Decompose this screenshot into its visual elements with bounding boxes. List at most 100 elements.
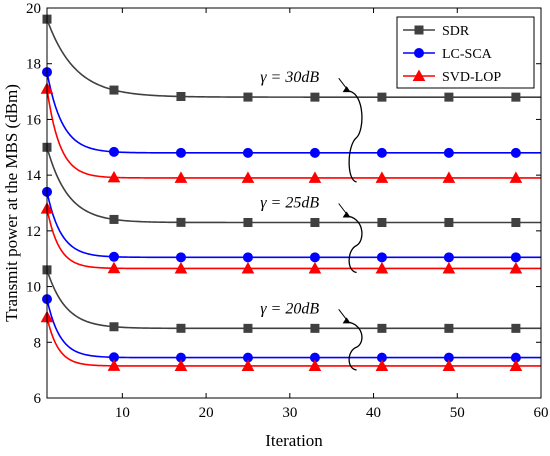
series-line-sdr [46,269,541,330]
data-point-sdr [176,92,186,102]
data-point-sdr [444,323,454,333]
gamma-annotation: γ = 20dB [260,300,319,317]
data-point-lc-sca [443,252,454,263]
data-point-lc-sca [108,251,119,262]
data-point-svd-lop [442,171,456,183]
data-point-lc-sca [376,252,387,263]
data-point-svd-lop [241,359,255,371]
x-axis-title: Iteration [265,431,323,450]
annotation-bracket [348,90,363,183]
data-point-sdr [243,323,253,333]
legend: SDR LC-SCA SVD-LOP [396,16,535,89]
series-line-sdr [46,18,541,98]
series-line-sdr [46,147,541,224]
data-point-svd-lop [442,261,456,274]
x-axis: 10 20 30 40 50 60 [115,8,549,421]
data-point-lc-sca [309,252,320,263]
annotation-bracket [348,321,363,371]
y-tick-label: 10 [26,280,41,296]
data-point-svd-lop [308,359,322,371]
data-point-svd-lop [509,171,523,183]
gamma-annotation: γ = 30dB [260,69,319,86]
data-point-svd-lop [375,261,389,274]
data-point-lc-sca [510,252,521,263]
data-point-svd-lop [442,359,456,371]
legend-item-svd-lop: SVD-LOP [403,69,501,85]
y-axis: 6 8 10 12 14 16 18 20 [26,1,541,407]
data-point-svd-lop [375,171,389,183]
series-line-svd-lop [46,88,541,179]
data-point-svd-lop [241,171,255,183]
data-point-svd-lop [174,261,188,274]
data-point-sdr [109,322,119,332]
data-point-lc-sca [443,147,454,158]
legend-marker [412,69,426,81]
annotation-bracket [348,215,363,274]
data-point-sdr [511,218,521,227]
data-point-sdr [243,217,253,227]
y-tick-label: 8 [34,335,42,351]
data-point-svd-lop [509,261,523,274]
data-point-sdr [109,214,119,224]
data-point-svd-lop [308,261,322,274]
data-point-sdr [310,217,320,227]
data-point-sdr [109,85,119,95]
annotation-arrowhead [342,86,351,93]
data-point-sdr [377,92,387,102]
legend-marker [414,25,424,35]
x-tick-label: 40 [366,405,381,421]
data-point-lc-sca [376,147,387,158]
y-tick-label: 12 [26,224,41,240]
plot-frame [46,7,542,399]
annotation-arrowhead [342,211,351,218]
data-point-svd-lop [241,261,255,274]
series-line-lc-sca [46,71,541,154]
y-tick-label: 16 [26,112,42,128]
series-group-0 [40,14,541,183]
y-axis-title: Transmit power at the MBS (dBm) [2,84,21,322]
data-point-svd-lop [174,359,188,371]
data-point-svd-lop [107,170,121,183]
data-point-sdr [310,323,320,333]
legend-item-sdr: SDR [403,24,470,39]
legend-label: LC-SCA [442,47,493,62]
data-point-sdr [176,323,186,333]
annotation-arrowhead [342,317,351,324]
y-tick-label: 14 [26,168,42,184]
data-point-lc-sca [242,147,253,158]
legend-label: SDR [442,24,470,39]
data-point-lc-sca [309,147,320,158]
legend-label: SVD-LOP [442,70,501,85]
data-point-lc-sca [510,147,521,158]
y-tick-label: 6 [34,391,42,407]
data-point-lc-sca [108,146,119,157]
series-line-svd-lop [46,317,541,367]
x-tick-label: 20 [199,405,214,421]
data-point-sdr [444,92,454,102]
y-tick-label: 20 [26,1,41,17]
annotations: γ = 30dB γ = 25dB γ = 20dB [260,69,363,371]
data-point-lc-sca [175,147,186,158]
data-point-sdr [310,92,320,102]
series-line-svd-lop [46,208,541,270]
data-point-sdr [176,217,186,227]
x-tick-label: 30 [282,405,297,421]
data-point-sdr [444,218,454,227]
data-point-svd-lop [308,171,322,183]
series-line-lc-sca [46,298,541,359]
data-point-svd-lop [174,171,188,183]
legend-marker [414,48,424,58]
series-group-2 [40,265,541,371]
data-point-sdr [511,92,521,102]
data-point-svd-lop [509,359,523,371]
gamma-annotation: γ = 25dB [260,195,319,212]
series-line-lc-sca [46,191,541,259]
data-point-sdr [243,92,253,102]
data-point-sdr [377,217,387,227]
data-point-lc-sca [175,252,186,263]
x-tick-label: 60 [534,405,549,421]
data-point-svd-lop [107,359,121,371]
x-tick-label: 10 [115,405,130,421]
plot-series [40,14,541,371]
